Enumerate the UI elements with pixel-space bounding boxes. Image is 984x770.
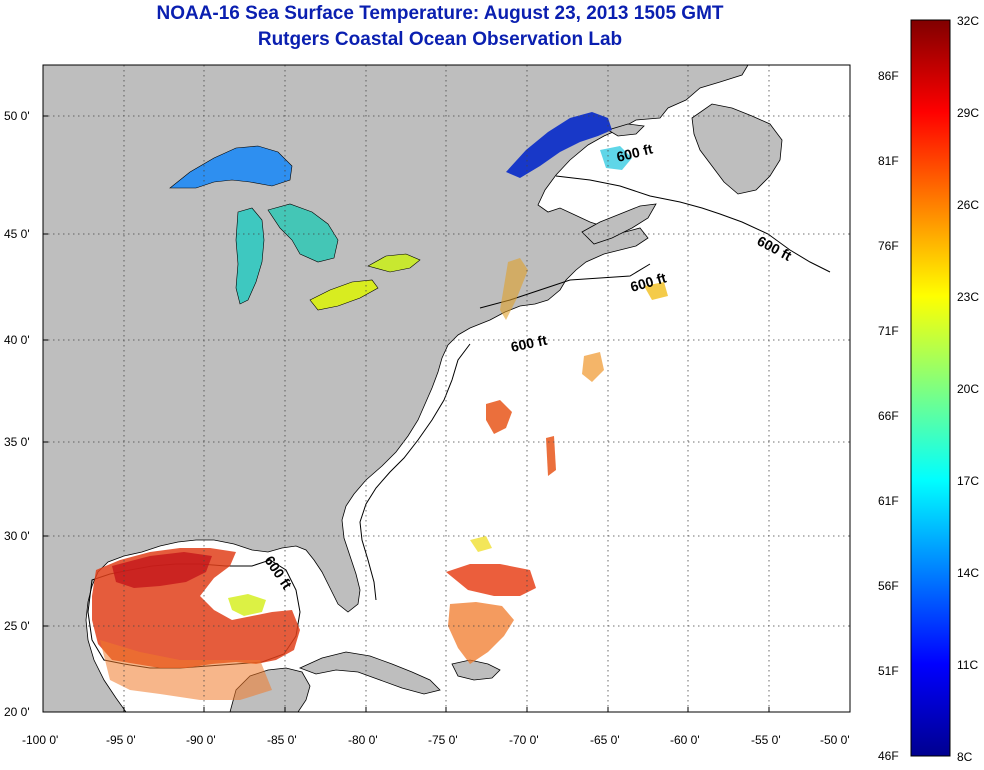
lat-label-30: 30 0' bbox=[4, 529, 30, 543]
lon-label-60: -60 0' bbox=[670, 733, 700, 747]
colorbar-c-26: 26C bbox=[957, 198, 980, 212]
lake-erie bbox=[309, 279, 379, 311]
colorbar-f-76: 76F bbox=[878, 239, 899, 253]
lon-label-100: -100 0' bbox=[22, 733, 59, 747]
anticosti-island bbox=[607, 123, 645, 137]
colorbar-c-8: 8C bbox=[957, 750, 973, 764]
lon-label-50: -50 0' bbox=[820, 733, 850, 747]
colorbar-c-29: 29C bbox=[957, 106, 980, 120]
lake-huron bbox=[267, 203, 339, 263]
lon-label-70: -70 0' bbox=[509, 733, 539, 747]
lat-label-20: 20 0' bbox=[4, 705, 30, 719]
gulf-of-mexico-sst bbox=[92, 548, 300, 700]
colorbar-f-86: 86F bbox=[878, 69, 899, 83]
colorbar-f-81: 81F bbox=[878, 154, 899, 168]
contour-600ft-north bbox=[555, 175, 831, 273]
colorbar-c-32: 32C bbox=[957, 14, 980, 28]
map-title: NOAA-16 Sea Surface Temperature: August … bbox=[156, 3, 724, 24]
lat-label-50: 50 0' bbox=[4, 109, 30, 123]
colorbar-f-51: 51F bbox=[878, 664, 899, 678]
contour-label-4: 600 ft bbox=[509, 332, 548, 355]
lat-label-35: 35 0' bbox=[4, 435, 30, 449]
axis-ticks bbox=[43, 115, 770, 712]
colorbar-f-56: 56F bbox=[878, 579, 899, 593]
nova-scotia-land bbox=[581, 203, 657, 245]
lon-label-85: -85 0' bbox=[267, 733, 297, 747]
colorbar-c-14: 14C bbox=[957, 566, 980, 580]
lon-label-90: -90 0' bbox=[186, 733, 216, 747]
colorbar-c-20: 20C bbox=[957, 382, 980, 396]
lake-michigan bbox=[235, 207, 265, 305]
north-america-land bbox=[43, 65, 749, 712]
temperature-colorbar bbox=[910, 19, 951, 757]
cuba-island bbox=[298, 651, 441, 695]
colorbar-c-17: 17C bbox=[957, 474, 980, 488]
lon-label-55: -55 0' bbox=[751, 733, 781, 747]
colorbar-f-46: 46F bbox=[878, 749, 899, 763]
lon-label-95: -95 0' bbox=[106, 733, 136, 747]
contour-600ft-coast bbox=[359, 343, 471, 601]
map-subtitle: Rutgers Coastal Ocean Observation Lab bbox=[257, 29, 623, 50]
lon-label-75: -75 0' bbox=[428, 733, 458, 747]
st-lawrence-cold-water bbox=[506, 112, 612, 178]
lat-label-25: 25 0' bbox=[4, 619, 30, 633]
colorbar-c-11: 11C bbox=[957, 658, 979, 672]
lon-label-80: -80 0' bbox=[348, 733, 378, 747]
gulf-st-lawrence-water bbox=[600, 146, 632, 170]
colorbar-f-71: 71F bbox=[878, 324, 899, 338]
newfoundland-island bbox=[691, 103, 783, 195]
lon-label-65: -65 0' bbox=[590, 733, 620, 747]
lat-label-40: 40 0' bbox=[4, 333, 30, 347]
colorbar-c-23: 23C bbox=[957, 290, 980, 304]
lat-label-45: 45 0' bbox=[4, 227, 30, 241]
colorbar-f-61: 61F bbox=[878, 494, 899, 508]
lake-superior bbox=[169, 145, 293, 189]
lake-ontario bbox=[367, 253, 421, 273]
colorbar-f-66: 66F bbox=[878, 409, 899, 423]
atlantic-sst-patches bbox=[446, 258, 668, 664]
